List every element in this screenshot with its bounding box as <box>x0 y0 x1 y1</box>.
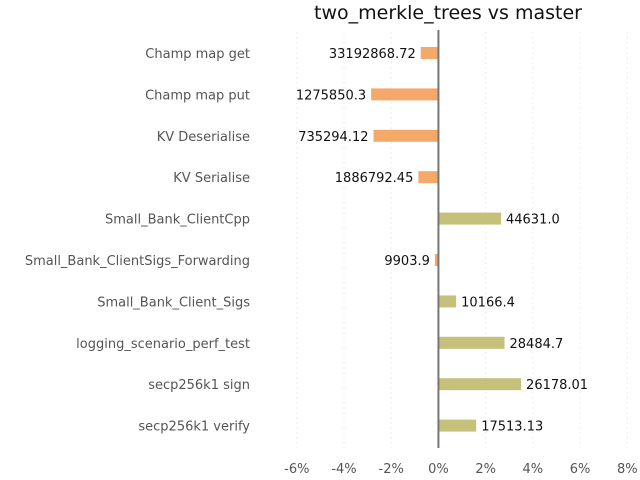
x-tick-label: -2% <box>379 462 404 477</box>
category-label: logging_scenario_perf_test <box>76 337 250 352</box>
x-tick-label: 4% <box>523 462 544 477</box>
data-label: 9903.9 <box>384 254 430 269</box>
data-label: 10166.4 <box>461 295 515 310</box>
x-tick-label: 0% <box>428 462 449 477</box>
data-label: 44631.0 <box>506 213 560 228</box>
bars <box>371 47 522 432</box>
category-label: KV Serialise <box>173 171 250 186</box>
bar <box>438 419 477 432</box>
x-tick-label: -6% <box>284 462 309 477</box>
data-label: 28484.7 <box>510 337 564 352</box>
x-tick-label: 2% <box>475 462 496 477</box>
bar <box>438 378 522 391</box>
bar <box>438 212 501 225</box>
data-label: 1886792.45 <box>335 171 414 186</box>
data-label: 26178.01 <box>526 378 588 393</box>
category-label: Small_Bank_ClientSigs_Forwarding <box>25 254 250 269</box>
data-label: 735294.12 <box>298 130 368 145</box>
category-label: KV Deserialise <box>157 130 250 145</box>
bar <box>418 171 439 184</box>
category-label: Small_Bank_ClientCpp <box>105 213 250 228</box>
bar <box>371 88 439 101</box>
chart-title: two_merkle_trees vs master <box>314 2 582 24</box>
category-labels: Champ map get Champ map put KV Deserialise… <box>25 47 250 435</box>
x-tick-label: 8% <box>617 462 638 477</box>
x-tick-label: 6% <box>570 462 591 477</box>
x-tick-labels: -6% -4% -2% 0% 2% 4% 6% 8% <box>284 462 637 477</box>
category-label: secp256k1 verify <box>138 420 250 435</box>
bar <box>420 47 439 59</box>
bar <box>373 129 439 142</box>
category-label: secp256k1 sign <box>148 378 250 393</box>
bar <box>438 295 457 308</box>
category-label: Champ map put <box>145 88 250 103</box>
data-label: 33192868.72 <box>329 47 416 62</box>
category-label: Champ map get <box>145 47 250 62</box>
bar <box>438 336 505 349</box>
bar <box>434 254 439 266</box>
data-label: 1275850.3 <box>296 88 366 103</box>
category-label: Small_Bank_Client_Sigs <box>97 295 250 310</box>
data-label: 17513.13 <box>481 420 543 435</box>
data-labels: 33192868.72 1275850.3 735294.12 1886792.45 4… <box>296 47 588 435</box>
x-tick-label: -4% <box>331 462 356 477</box>
